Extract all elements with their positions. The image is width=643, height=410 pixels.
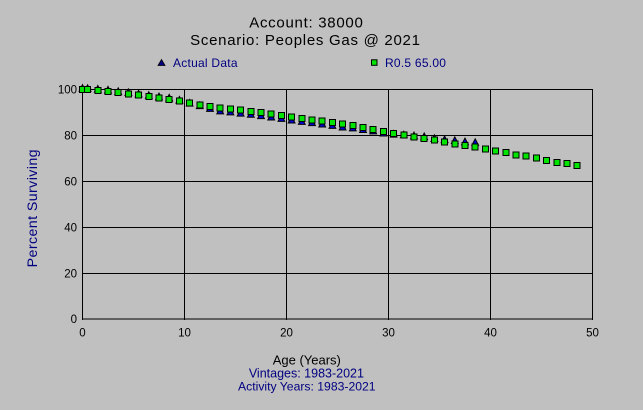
svg-text:20: 20 (280, 328, 293, 340)
svg-text:40: 40 (484, 328, 497, 340)
svg-text:Actual Data: Actual Data (173, 56, 238, 70)
svg-text:30: 30 (382, 328, 395, 340)
svg-text:R0.5 65.00: R0.5 65.00 (385, 56, 446, 70)
svg-text:0: 0 (71, 314, 77, 326)
svg-text:Vintages: 1983-2021: Vintages: 1983-2021 (249, 366, 364, 380)
svg-text:Age (Years): Age (Years) (273, 353, 341, 368)
svg-text:60: 60 (64, 176, 77, 188)
svg-text:10: 10 (178, 328, 191, 340)
svg-text:Scenario: Peoples Gas @ 2021: Scenario: Peoples Gas @ 2021 (190, 32, 421, 49)
svg-text:50: 50 (586, 328, 599, 340)
svg-text:0: 0 (79, 328, 85, 340)
svg-text:Account: 38000: Account: 38000 (249, 15, 363, 32)
svg-text:Percent Surviving: Percent Surviving (25, 149, 41, 267)
svg-text:40: 40 (64, 222, 77, 234)
svg-text:20: 20 (64, 268, 77, 280)
svg-text:80: 80 (64, 130, 77, 142)
svg-text:Activity Years: 1983-2021: Activity Years: 1983-2021 (238, 379, 376, 393)
svg-text:100: 100 (58, 85, 77, 97)
